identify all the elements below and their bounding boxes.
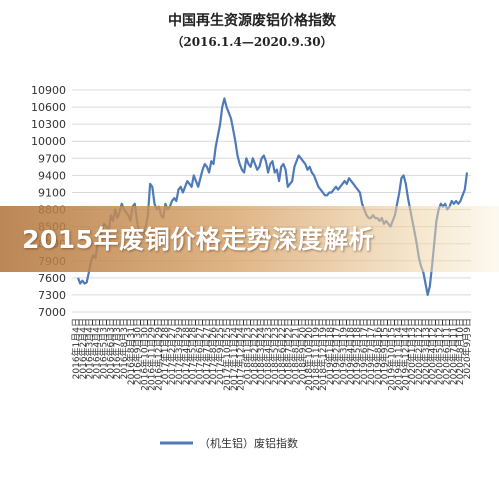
y-axis: 7000730076007900820085008800910094009700…	[31, 84, 66, 319]
x-tick-label: 2017年10月25日	[221, 318, 233, 391]
x-tick-label: 2018年6月22日	[276, 318, 288, 385]
chart-title: 中国再生资源废铝价格指数	[168, 12, 337, 29]
x-tick-label: 2016年1月4日	[70, 318, 82, 379]
x-tick-label: 2019年8月16日	[372, 318, 384, 385]
gridlines	[72, 89, 471, 313]
x-tick-label: 2017年12月24日	[235, 318, 247, 391]
x-tick-label: 2016年7月3日	[111, 318, 123, 379]
x-tick-label: 2016年4月4日	[91, 318, 103, 379]
x-tick-label: 2017年7月27日	[200, 318, 212, 385]
y-tick-label: 10600	[31, 101, 66, 114]
x-tick-label: 2018年1月23日	[241, 318, 253, 385]
x-tick-label: 2019年5月18日	[351, 318, 363, 385]
x-tick-label: 2017年2月27日	[166, 318, 178, 385]
legend-label: （机生铝）废铝指数	[199, 436, 298, 450]
x-tick-label: 2020年6月11日	[440, 318, 452, 385]
x-tick-label: 2017年6月27日	[193, 318, 205, 385]
x-tick-label: 2017年3月29日	[173, 318, 185, 385]
legend: （机生铝）废铝指数	[160, 436, 298, 450]
x-tick-label: 2019年11月14日	[392, 318, 404, 391]
x-tick-label: 2020年4月12日	[427, 318, 439, 385]
x-tick-label: 2019年1月18日	[324, 318, 336, 385]
x-tick-label: 2020年5月12日	[434, 318, 446, 385]
y-tick-label: 7600	[38, 272, 66, 285]
x-tick-label: 2016年10月30日	[139, 318, 151, 391]
y-tick-label: 10300	[31, 118, 66, 131]
x-tick-label: 2016年12月29日	[152, 318, 164, 391]
y-tick-label: 9700	[38, 152, 66, 165]
x-tick-label: 2019年10月15日	[386, 318, 398, 391]
y-tick-label: 10900	[31, 84, 66, 97]
title-banner: 2015年废铜价格走势深度解析	[0, 206, 499, 272]
x-tick-label: 2018年7月22日	[283, 318, 295, 385]
x-tick-label: 2016年8月3日	[118, 318, 130, 379]
x-tick-label: 2017年9月25日	[214, 318, 226, 385]
x-tick-label: 2019年2月17日	[331, 318, 343, 385]
y-tick-label: 9400	[38, 169, 66, 182]
x-tick-label: 2019年3月19日	[338, 318, 350, 385]
x-tick-label: 2019年12月14日	[399, 318, 411, 391]
x-tick-label: 2019年4月18日	[344, 318, 356, 385]
x-tick-label: 2020年9月9日	[461, 318, 473, 379]
x-axis: 2016年1月4日2016年2月4日2016年3月4日2016年4月4日2016…	[70, 318, 473, 391]
x-tick-label: 2020年3月13日	[420, 318, 432, 385]
x-tick-label: 2016年2月4日	[77, 318, 89, 379]
x-tick-label: 2018年3月24日	[255, 318, 267, 385]
x-tick-label: 2019年7月17日	[365, 318, 377, 385]
x-tick-label: 2018年11月19日	[310, 318, 322, 391]
y-tick-label: 7000	[38, 306, 66, 319]
x-tick-label: 2016年9月30日	[132, 318, 144, 385]
x-tick-label: 2018年9月20日	[296, 318, 308, 385]
x-tick-label: 2020年8月10日	[454, 318, 466, 385]
x-tick-label: 2020年7月11日	[447, 318, 459, 385]
x-tick-label: 2016年11月29日	[145, 318, 157, 391]
x-tick-label: 2017年1月28日	[159, 318, 171, 385]
x-tick-label: 2018年5月23日	[269, 318, 281, 385]
x-tick-label: 2016年3月4日	[84, 318, 96, 379]
x-tick-label: 2016年8月31日	[125, 318, 137, 385]
x-tick-label: 2020年2月12日	[413, 318, 425, 385]
x-tick-label: 2017年4月28日	[180, 318, 192, 385]
chart-subtitle: （2016.1.4—2020.9.30）	[171, 34, 332, 49]
banner-title: 2015年废铜价格走势深度解析	[22, 225, 375, 254]
x-tick-label: 2018年8月21日	[290, 318, 302, 385]
x-tick-label: 2017年11月24日	[228, 318, 240, 391]
x-tick-label: 2018年4月23日	[262, 318, 274, 385]
y-tick-label: 9100	[38, 186, 66, 199]
x-tick-label: 2017年8月26日	[207, 318, 219, 385]
x-tick-label: 2020年1月13日	[406, 318, 418, 385]
x-tick-label: 2019年9月15日	[379, 318, 391, 385]
x-tick-label: 2016年5月3日	[97, 318, 109, 379]
x-tick-label: 2016年6月3日	[104, 318, 116, 379]
x-tick-label: 2019年6月17日	[358, 318, 370, 385]
x-tick-label: 2018年12月19日	[317, 318, 329, 391]
y-tick-label: 7300	[38, 289, 66, 302]
x-tick-label: 2018年10月20日	[303, 318, 315, 391]
x-tick-label: 2017年5月28日	[187, 318, 199, 385]
y-tick-label: 10000	[31, 135, 66, 148]
x-tick-label: 2018年2月22日	[248, 318, 260, 385]
